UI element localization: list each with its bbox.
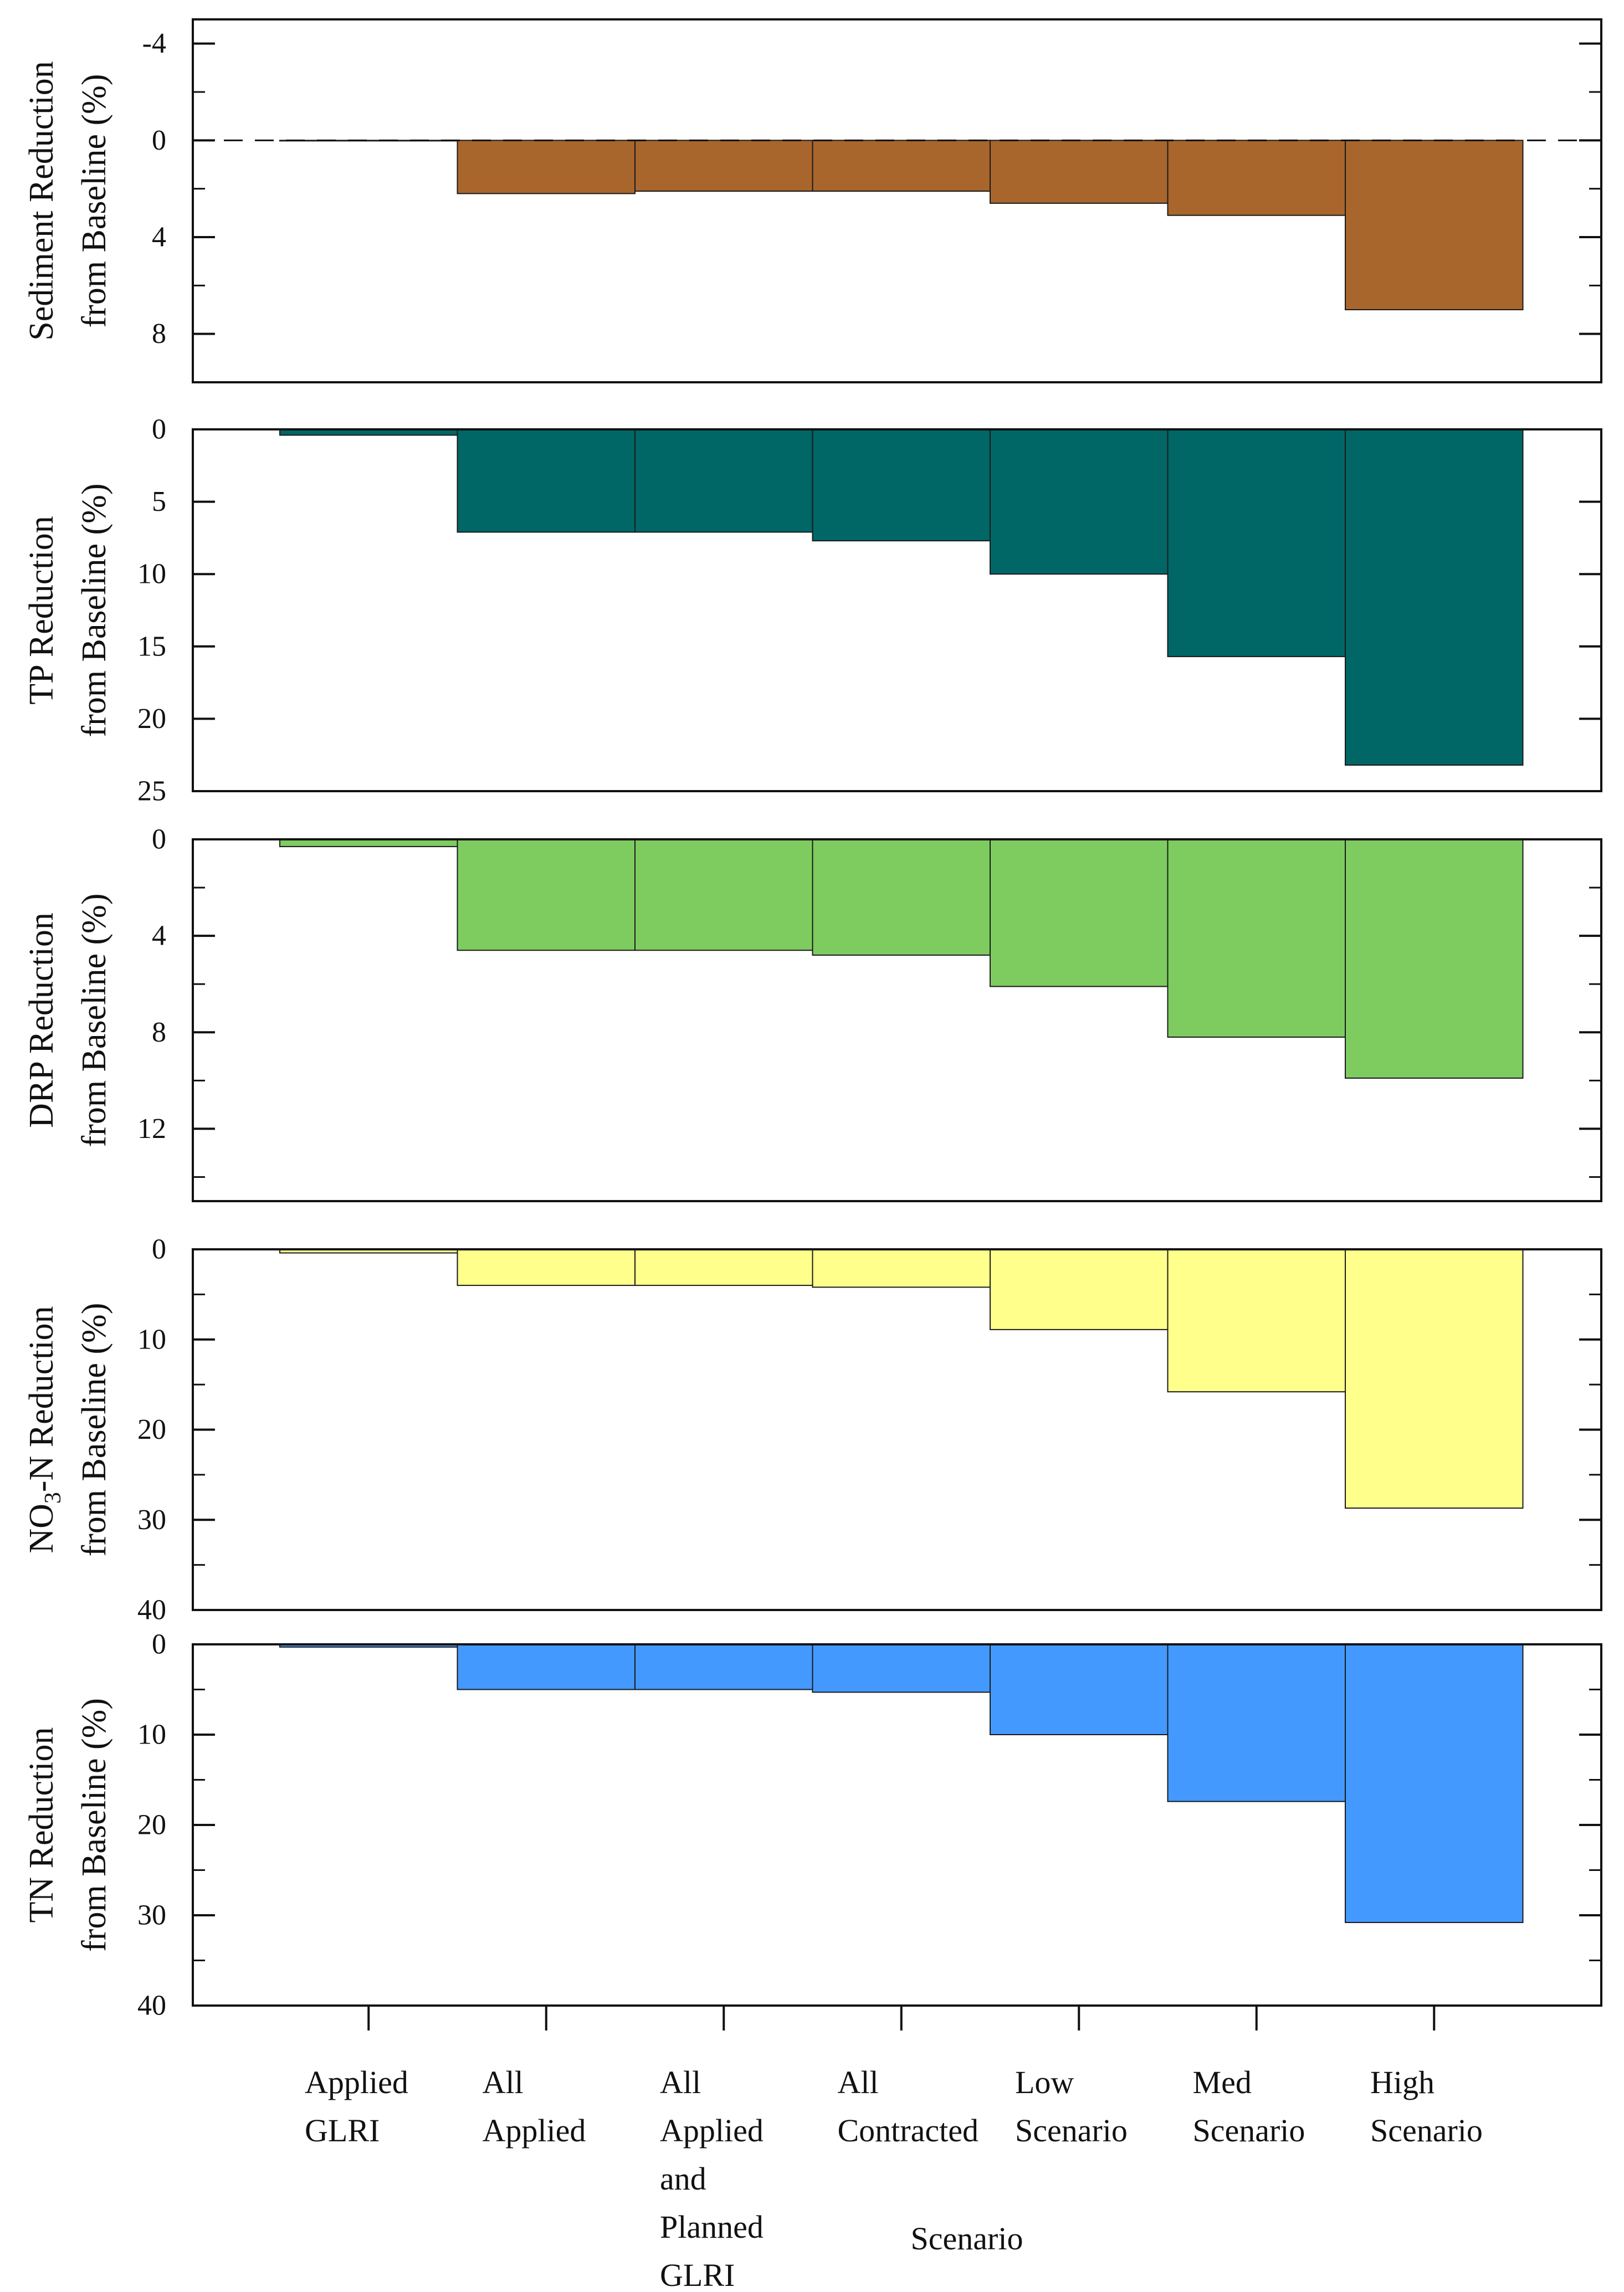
tn-bar-2 (634, 1644, 813, 1690)
tp-bar-6 (1345, 429, 1524, 766)
drp-bar-5 (1167, 839, 1346, 1038)
tn-ytick-label-0: 0 (152, 1629, 166, 1660)
drp-bar-3 (812, 839, 991, 956)
no3n-bar-6 (1345, 1249, 1524, 1509)
tn-bar-3 (812, 1644, 991, 1693)
sediment-ytick-label-1: 0 (152, 125, 166, 156)
tn-bar-1 (457, 1644, 636, 1690)
tp-ytick-label-1: 5 (152, 486, 166, 517)
x-category-label-4-0: Low (1015, 2064, 1074, 2100)
sediment-plot-frame (192, 18, 1602, 383)
no3n-ylabel-line-1: NO3-N Reduction (23, 1306, 66, 1553)
tp-bar-4 (990, 429, 1169, 575)
drp-ytick-label-3: 12 (137, 1113, 166, 1145)
x-category-label-6-0: High (1370, 2064, 1435, 2100)
sediment-bar-2 (634, 140, 813, 192)
x-category-label-1-0: All (483, 2064, 524, 2100)
tn-ylabel-line-1: TN Reduction (23, 1727, 60, 1923)
tn-bar-4 (990, 1644, 1169, 1735)
drp-ytick-label-2: 8 (152, 1017, 166, 1048)
no3n-bar-4 (990, 1249, 1169, 1330)
x-category-label-2-2: and (660, 2161, 706, 2197)
x-category-label-2-0: All (660, 2064, 701, 2100)
tp-ylabel-line-1: TP Reduction (23, 516, 60, 704)
sediment-ylabel-line-1: Sediment Reduction (23, 61, 60, 341)
tp-ytick-label-0: 0 (152, 414, 166, 445)
tn-ytick-label-2: 20 (137, 1809, 166, 1841)
x-category-label-2-3: Planned (660, 2209, 764, 2245)
drp-bar-4 (990, 839, 1169, 987)
drp-ytick-label-1: 4 (152, 920, 166, 952)
sediment-bar-0 (279, 140, 458, 142)
x-category-label-2-1: Applied (660, 2112, 764, 2149)
sediment-ytick-label-3: 8 (152, 318, 166, 350)
sediment-bar-6 (1345, 140, 1524, 310)
tn-ytick-label-3: 30 (137, 1900, 166, 1931)
tp-bar-5 (1167, 429, 1346, 658)
tp-ytick-label-4: 20 (137, 703, 166, 735)
x-category-label-5-1: Scenario (1193, 2112, 1305, 2149)
x-category-label-1-1: Applied (483, 2112, 586, 2149)
no3n-ytick-label-1: 10 (137, 1324, 166, 1355)
sediment-bar-5 (1167, 140, 1346, 216)
x-axis-title: Scenario (911, 2221, 1023, 2257)
x-category-label-5-0: Med (1193, 2064, 1252, 2100)
drp-plot-frame (192, 838, 1602, 1202)
drp-bar-6 (1345, 839, 1524, 1079)
x-category-label-0-1: GLRI (305, 2112, 380, 2149)
tp-bar-3 (812, 429, 991, 542)
x-category-label-4-1: Scenario (1015, 2112, 1128, 2149)
x-category-label-6-1: Scenario (1370, 2112, 1483, 2149)
tp-ytick-label-2: 10 (137, 558, 166, 590)
drp-ylabel-line-1: DRP Reduction (23, 912, 60, 1128)
tp-ytick-label-3: 15 (137, 630, 166, 662)
no3n-ytick-label-0: 0 (152, 1234, 166, 1265)
no3n-ylabel-line-2: from Baseline (%) (75, 1303, 113, 1557)
no3n-bar-3 (812, 1249, 991, 1288)
sediment-ytick-label-2: 4 (152, 222, 166, 253)
tn-bar-5 (1167, 1644, 1346, 1802)
tn-ylabel-line-2: from Baseline (%) (75, 1698, 113, 1952)
drp-bar-1 (457, 839, 636, 951)
x-category-label-3-0: All (838, 2064, 879, 2100)
drp-ylabel-line-2: from Baseline (%) (75, 894, 113, 1147)
tn-ytick-label-1: 10 (137, 1719, 166, 1751)
tp-bar-1 (457, 429, 636, 533)
drp-bar-2 (634, 839, 813, 951)
tp-ytick-label-5: 25 (137, 776, 166, 807)
x-category-label-3-1: Contracted (838, 2112, 979, 2149)
sediment-bar-3 (812, 140, 991, 192)
tn-bar-6 (1345, 1644, 1524, 1924)
no3n-ytick-label-3: 30 (137, 1504, 166, 1536)
x-category-label-2-4: GLRI (660, 2257, 735, 2292)
sediment-ylabel-line-2: from Baseline (%) (75, 74, 113, 328)
sediment-ytick-label-0: -4 (142, 28, 166, 59)
tn-ytick-label-4: 40 (137, 1990, 166, 2022)
sediment-bar-4 (990, 140, 1169, 204)
no3n-bar-5 (1167, 1249, 1346, 1393)
no3n-bar-2 (634, 1249, 813, 1286)
no3n-ytick-label-2: 20 (137, 1414, 166, 1445)
tp-plot-frame (192, 428, 1602, 792)
x-category-label-0-0: Applied (305, 2064, 408, 2100)
sediment-bar-1 (457, 140, 636, 194)
tp-ylabel-line-2: from Baseline (%) (75, 484, 113, 737)
tp-bar-2 (634, 429, 813, 533)
no3n-bar-1 (457, 1249, 636, 1286)
drp-ytick-label-0: 0 (152, 824, 166, 855)
no3n-ytick-label-4: 40 (137, 1594, 166, 1626)
